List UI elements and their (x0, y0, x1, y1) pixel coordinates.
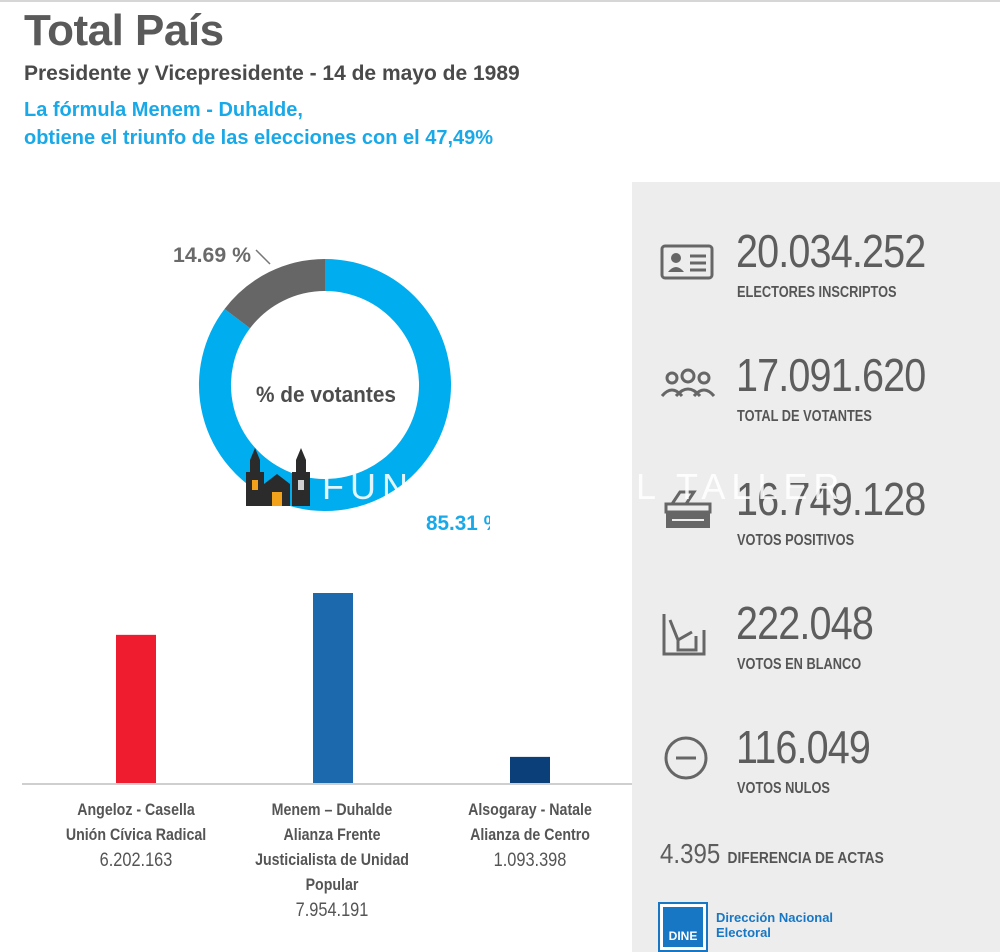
stat-electores: 20.034.252 ELECTORES INSCRIPTOS (632, 225, 1000, 336)
candidate-votes: 6.202.163 (99, 850, 173, 871)
headline-line-1: La fórmula Menem - Duhalde, (24, 99, 303, 121)
dine-logo-mark-text: DINE (668, 929, 698, 943)
stat-positivos: 16.749.128 VOTOS POSITIVOS (632, 473, 1000, 584)
candidate-party: Alianza de Centro (470, 826, 590, 844)
church-logo-icon (246, 448, 310, 506)
dine-logo-line-1: Dirección Nacional (716, 910, 834, 925)
watermark-text: FUNDACIÓN EL TALLER (322, 466, 846, 507)
stat-label: VOTOS NULOS (737, 780, 830, 797)
bar-1 (313, 593, 353, 783)
dine-logo-mark: DINE (658, 902, 708, 952)
candidate-party-line-2: Justicialista de Unidad (255, 851, 409, 869)
bar-0 (116, 634, 156, 783)
candidate-votes: 7.954.191 (295, 900, 369, 921)
candidate-name: Alsogaray - Natale (468, 801, 592, 819)
actas-difference: 4.395 DIFERENCIA DE ACTAS (660, 838, 884, 870)
stat-label: ELECTORES INSCRIPTOS (737, 284, 897, 301)
candidate-party-line-1: Alianza Frente (283, 826, 381, 844)
bar-2 (510, 756, 550, 783)
stat-nulos: 116.049 VOTOS NULOS (632, 721, 1000, 832)
stat-value: 17.091.620 (736, 349, 926, 401)
slice-label-non-voters: 14.69 % (173, 244, 251, 267)
dine-logo-name: Dirección Nacional Electoral (716, 910, 833, 940)
actas-value: 4.395 (660, 838, 721, 869)
stat-label: VOTOS POSITIVOS (737, 532, 855, 549)
ballot-box-icon (664, 490, 712, 528)
stat-votantes: 17.091.620 TOTAL DE VOTANTES (632, 349, 1000, 460)
stat-value: 116.049 (736, 721, 871, 773)
headline-line-2: obtiene el triunfo de las elecciones con… (24, 127, 494, 149)
turnout-donut-chart: % de votantes 14.69 % 85.31 % (173, 244, 490, 535)
candidate-votes: 1.093.398 (493, 850, 567, 871)
blank-vote-icon (662, 614, 706, 656)
bar-group (116, 593, 550, 783)
minus-circle-icon (664, 736, 708, 780)
id-card-icon (660, 244, 714, 280)
dine-logo-line-2: Electoral (716, 925, 771, 940)
stat-value: 20.034.252 (736, 225, 926, 277)
candidate-label-menem: Menem – Duhalde Alianza Frente Justicial… (237, 798, 426, 923)
donut-slice-voters (199, 259, 451, 511)
watermark: FUNDACIÓN EL TALLER (244, 446, 839, 510)
candidate-party-line-3: Popular (305, 876, 359, 894)
donut-slices (199, 259, 451, 511)
actas-label: DIFERENCIA DE ACTAS (727, 850, 884, 867)
donut-slice-non-voters (224, 259, 326, 329)
stat-label: VOTOS EN BLANCO (737, 656, 862, 673)
donut-leader-line (255, 249, 271, 265)
headline: La fórmula Menem - Duhalde, obtiene el t… (24, 96, 493, 152)
candidate-name: Angeloz - Casella (77, 801, 195, 819)
candidate-label-alsogaray: Alsogaray - Natale Alianza de Centro 1.0… (435, 798, 624, 873)
candidate-label-angeloz: Angeloz - Casella Unión Cívica Radical 6… (41, 798, 230, 873)
stat-blanco: 222.048 VOTOS EN BLANCO (632, 597, 1000, 708)
stat-label: TOTAL DE VOTANTES (737, 408, 872, 425)
page-title: Total País (24, 6, 224, 55)
candidate-name: Menem – Duhalde (271, 801, 393, 819)
candidate-party: Unión Cívica Radical (65, 826, 207, 844)
people-group-icon (660, 368, 716, 398)
stat-value: 222.048 (736, 597, 874, 649)
candidates-bar-chart (22, 593, 632, 785)
top-rule (0, 0, 1000, 2)
donut-center-label: % de votantes (256, 382, 396, 407)
stats-panel: 20.034.252 ELECTORES INSCRIPTOS 17.091.6… (632, 182, 1000, 952)
stat-value: 16.749.128 (736, 473, 926, 525)
slice-label-voters: 85.31 % (426, 512, 490, 535)
page-subtitle: Presidente y Vicepresidente - 14 de mayo… (24, 62, 520, 85)
